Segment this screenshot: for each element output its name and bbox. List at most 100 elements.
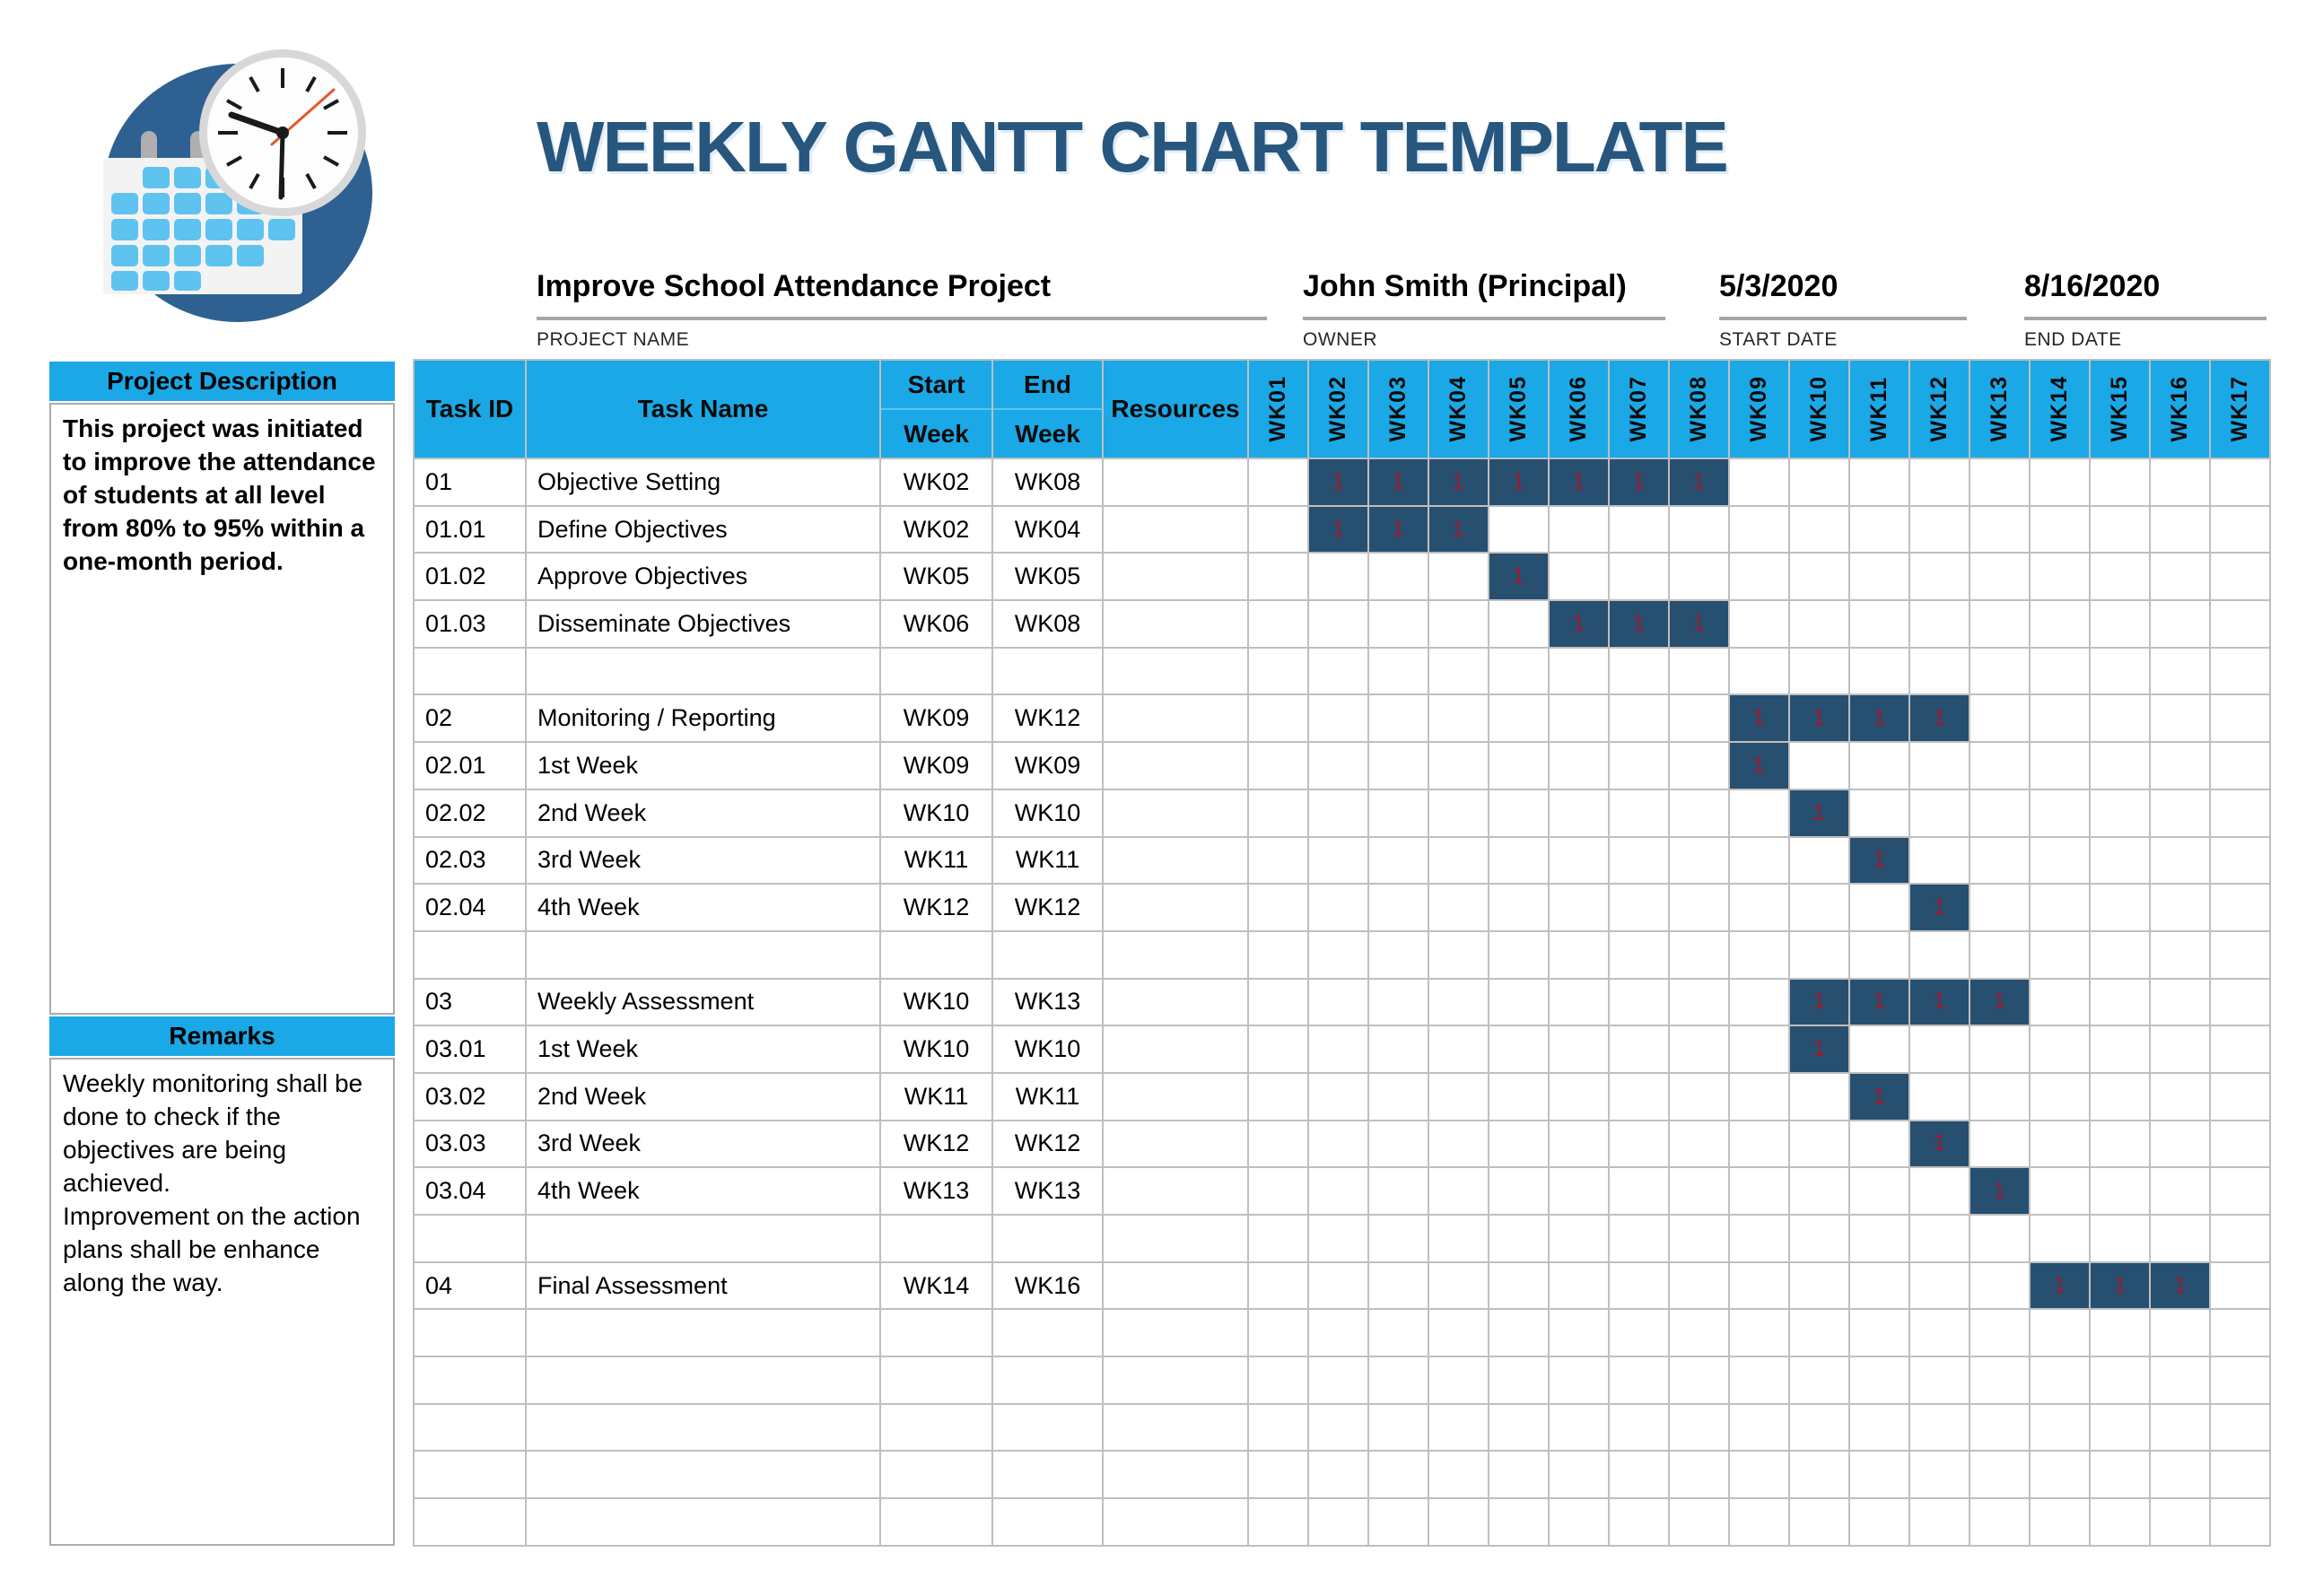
week-cell[interactable] <box>1848 883 1910 932</box>
week-cell[interactable] <box>2089 835 2151 885</box>
week-cell[interactable] <box>2089 977 2151 1027</box>
week-cell[interactable] <box>2149 1450 2211 1500</box>
week-cell[interactable] <box>1548 1071 1610 1121</box>
week-cell[interactable] <box>1307 646 1369 696</box>
week-cell[interactable] <box>2149 1071 2211 1121</box>
week-cell[interactable] <box>1848 1260 1910 1311</box>
week-cell[interactable] <box>1608 1308 1670 1358</box>
week-cell[interactable] <box>1908 1450 1970 1500</box>
week-cell[interactable] <box>1608 1356 1670 1405</box>
week-cell[interactable] <box>2209 1450 2271 1500</box>
end-week-cell[interactable]: WK04 <box>991 504 1104 554</box>
task-name-cell[interactable]: Weekly Assessment <box>525 977 881 1027</box>
week-cell[interactable] <box>1668 1402 1730 1452</box>
week-cell[interactable] <box>1548 646 1610 696</box>
task-id-cell[interactable] <box>413 1402 527 1452</box>
resources-cell[interactable] <box>1102 835 1249 885</box>
week-cell[interactable] <box>1307 693 1369 744</box>
end-week-cell[interactable]: WK12 <box>991 693 1104 744</box>
task-name-cell[interactable]: Approve Objectives <box>525 552 881 602</box>
start-week-cell[interactable]: WK02 <box>879 458 993 507</box>
week-cell[interactable] <box>1307 1402 1369 1452</box>
week-cell[interactable] <box>1848 1308 1910 1358</box>
week-cell[interactable] <box>1367 1214 1429 1263</box>
week-cell[interactable] <box>1548 883 1610 932</box>
end-week-cell[interactable]: WK11 <box>991 1071 1104 1121</box>
resources-cell[interactable] <box>1102 1071 1249 1121</box>
week-cell[interactable] <box>2089 1071 2151 1121</box>
start-week-cell[interactable]: WK09 <box>879 741 993 790</box>
week-cell[interactable] <box>1307 741 1369 790</box>
week-cell[interactable] <box>1969 599 2031 649</box>
gantt-bar-cell[interactable]: 1 <box>1908 693 1970 744</box>
week-cell[interactable] <box>1788 646 1850 696</box>
task-name-cell[interactable]: Disseminate Objectives <box>525 599 881 649</box>
week-cell[interactable] <box>2089 741 2151 790</box>
week-cell[interactable] <box>1247 646 1309 696</box>
end-week-cell[interactable] <box>991 646 1104 696</box>
week-cell[interactable] <box>2029 552 2091 602</box>
week-cell[interactable] <box>1848 646 1910 696</box>
week-cell[interactable] <box>1548 741 1610 790</box>
week-cell[interactable] <box>1788 929 1850 980</box>
gantt-bar-cell[interactable]: 1 <box>1367 458 1429 507</box>
week-cell[interactable] <box>1367 883 1429 932</box>
week-cell[interactable] <box>1788 741 1850 790</box>
week-cell[interactable] <box>2209 1356 2271 1405</box>
week-cell[interactable] <box>1307 552 1369 602</box>
week-cell[interactable] <box>1548 552 1610 602</box>
week-cell[interactable] <box>1908 835 1970 885</box>
week-cell[interactable] <box>2029 835 2091 885</box>
task-name-cell[interactable] <box>525 1214 881 1263</box>
week-cell[interactable] <box>1788 458 1850 507</box>
start-week-cell[interactable] <box>879 646 993 696</box>
resources-cell[interactable] <box>1102 977 1249 1027</box>
week-cell[interactable] <box>1728 929 1790 980</box>
week-cell[interactable] <box>1728 1071 1790 1121</box>
week-cell[interactable] <box>1488 1402 1550 1452</box>
week-cell[interactable] <box>1668 929 1730 980</box>
gantt-bar-cell[interactable]: 1 <box>1848 835 1910 885</box>
week-cell[interactable] <box>1788 1166 1850 1216</box>
week-cell[interactable] <box>1247 1497 1309 1547</box>
week-cell[interactable] <box>1728 599 1790 649</box>
end-date-value[interactable]: 8/16/2020 <box>2024 269 2161 303</box>
resources-cell[interactable] <box>1102 504 1249 554</box>
task-name-cell[interactable] <box>525 1356 881 1405</box>
gantt-bar-cell[interactable]: 1 <box>1668 599 1730 649</box>
week-cell[interactable] <box>1728 1308 1790 1358</box>
week-cell[interactable] <box>1428 1497 1489 1547</box>
week-cell[interactable] <box>2029 504 2091 554</box>
week-cell[interactable] <box>1247 929 1309 980</box>
task-id-cell[interactable]: 02.01 <box>413 741 527 790</box>
start-week-cell[interactable]: WK11 <box>879 835 993 885</box>
week-cell[interactable] <box>1969 788 2031 838</box>
week-cell[interactable] <box>1848 599 1910 649</box>
week-cell[interactable] <box>1608 504 1670 554</box>
week-cell[interactable] <box>1788 1071 1850 1121</box>
week-cell[interactable] <box>1848 1166 1910 1216</box>
resources-cell[interactable] <box>1102 788 1249 838</box>
week-cell[interactable] <box>1969 883 2031 932</box>
week-cell[interactable] <box>1488 835 1550 885</box>
start-week-cell[interactable]: WK12 <box>879 1119 993 1169</box>
week-cell[interactable] <box>2089 1450 2151 1500</box>
week-cell[interactable] <box>1848 552 1910 602</box>
task-id-cell[interactable] <box>413 646 527 696</box>
week-cell[interactable] <box>2029 1214 2091 1263</box>
end-week-cell[interactable] <box>991 1214 1104 1263</box>
week-cell[interactable] <box>1668 693 1730 744</box>
resources-cell[interactable] <box>1102 646 1249 696</box>
week-cell[interactable] <box>2029 1308 2091 1358</box>
week-cell[interactable] <box>1608 1450 1670 1500</box>
week-cell[interactable] <box>1548 788 1610 838</box>
week-cell[interactable] <box>1247 693 1309 744</box>
week-cell[interactable] <box>1367 1450 1429 1500</box>
week-cell[interactable] <box>2029 693 2091 744</box>
week-cell[interactable] <box>1247 1308 1309 1358</box>
week-cell[interactable] <box>1367 1166 1429 1216</box>
week-cell[interactable] <box>1428 929 1489 980</box>
start-week-cell[interactable]: WK10 <box>879 788 993 838</box>
week-cell[interactable] <box>1428 1308 1489 1358</box>
task-name-cell[interactable] <box>525 1497 881 1547</box>
